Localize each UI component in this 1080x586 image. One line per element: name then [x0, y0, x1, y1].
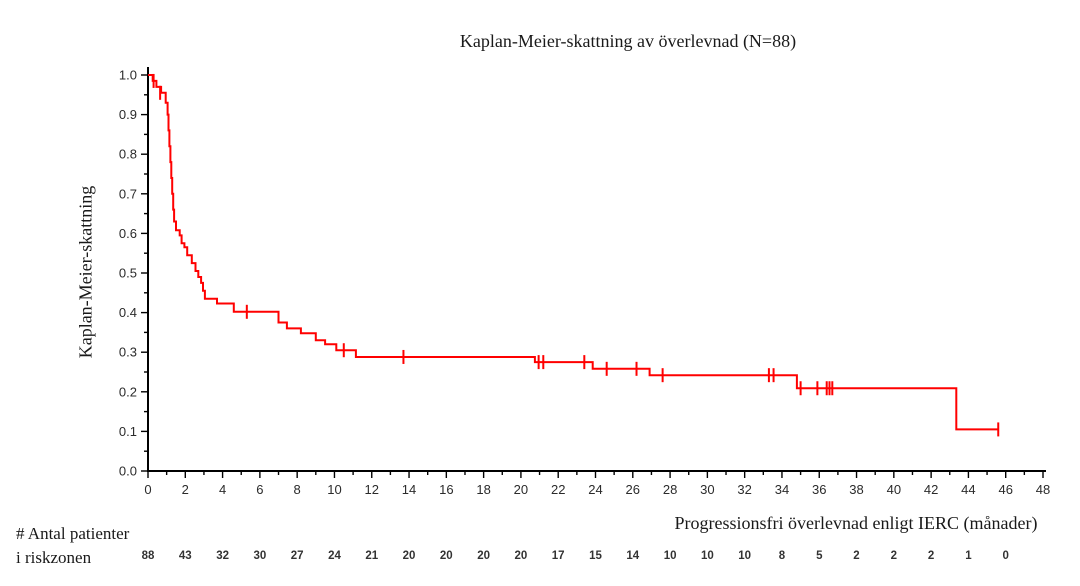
x-tick-label: 48 [1036, 482, 1050, 497]
x-tick-label: 38 [849, 482, 863, 497]
x-tick-label: 36 [812, 482, 826, 497]
x-tick-label: 42 [924, 482, 938, 497]
risk-count: 10 [663, 550, 677, 562]
x-tick-label: 34 [775, 482, 789, 497]
y-tick-label: 0.2 [119, 384, 137, 399]
risk-count: 20 [514, 550, 528, 562]
risk-count: 21 [365, 550, 379, 562]
y-tick-label: 0.9 [119, 107, 137, 122]
y-tick-label: 0.6 [119, 226, 137, 241]
x-tick-label: 16 [439, 482, 453, 497]
x-tick-label: 4 [219, 482, 226, 497]
x-tick-label: 26 [626, 482, 640, 497]
y-tick-label: 0.7 [119, 186, 137, 201]
x-tick-label: 24 [588, 482, 602, 497]
risk-table-label-line1: # Antal patienter [16, 524, 130, 543]
risk-count: 1 [965, 550, 972, 562]
risk-count: 2 [890, 550, 897, 562]
x-tick-label: 0 [144, 482, 151, 497]
y-tick-label: 0.8 [119, 147, 137, 162]
risk-count: 17 [551, 550, 565, 562]
x-tick-label: 10 [327, 482, 341, 497]
x-tick-label: 44 [961, 482, 975, 497]
risk-count: 2 [853, 550, 860, 562]
risk-count: 14 [626, 550, 640, 562]
y-tick-label: 1.0 [119, 68, 137, 83]
km-curve [148, 74, 999, 431]
x-tick-label: 46 [998, 482, 1012, 497]
risk-count: 0 [1002, 550, 1009, 562]
risk-count: 20 [477, 550, 490, 562]
risk-count: 5 [816, 550, 823, 562]
risk-table-counts-row: 88 43 32 30 27 24 21 20 20 20 20 17 15 14 10 10 10 8 5 2 2 2 1… [0, 550, 1080, 566]
y-tick-label: 0.4 [119, 305, 137, 320]
y-tick-label: 0.5 [119, 266, 137, 281]
tick-labels: 0 2 4 6 8 10 12 14 16 18 20 22 24 26 28 30 32 34 36 38 40 42 4… [119, 68, 1050, 498]
risk-count: 24 [328, 550, 341, 562]
risk-count: 2 [927, 550, 935, 562]
censor-marks [152, 73, 1000, 437]
risk-table-label-line2: i riskzonen [16, 548, 92, 567]
x-tick-label: 22 [551, 482, 565, 497]
risk-count: 20 [439, 550, 453, 562]
x-tick-label: 20 [514, 482, 528, 497]
risk-count: 27 [290, 550, 304, 562]
risk-count: 88 [141, 550, 155, 562]
risk-count: 32 [216, 550, 229, 562]
risk-count: 30 [253, 550, 267, 562]
x-tick-label: 14 [402, 482, 416, 497]
x-tick-label: 40 [887, 482, 901, 497]
chart-title: Kaplan-Meier-skattning av överlevnad (N=… [459, 31, 797, 51]
y-tick-label: 0.3 [119, 345, 137, 360]
x-tick-label: 32 [737, 482, 751, 497]
y-tick-label: 0.0 [119, 464, 137, 479]
tick-marks [141, 74, 1044, 478]
risk-count: 8 [778, 550, 786, 562]
x-tick-label: 12 [365, 482, 379, 497]
risk-count: 10 [700, 550, 714, 562]
x-tick-label: 28 [663, 482, 677, 497]
risk-count: 20 [402, 550, 416, 562]
x-axis-label: Progressionsfri överlevnad enligt IERC (… [674, 513, 1038, 533]
y-tick-label: 0.1 [119, 424, 137, 439]
axes [147, 67, 1046, 472]
x-tick-label: 18 [476, 482, 490, 497]
risk-count: 43 [178, 550, 192, 562]
x-tick-label: 6 [256, 482, 263, 497]
x-tick-label: 2 [182, 482, 189, 497]
risk-count: 15 [589, 550, 602, 562]
x-tick-label: 30 [700, 482, 714, 497]
risk-count: 10 [738, 550, 752, 562]
x-tick-label: 8 [294, 482, 301, 497]
